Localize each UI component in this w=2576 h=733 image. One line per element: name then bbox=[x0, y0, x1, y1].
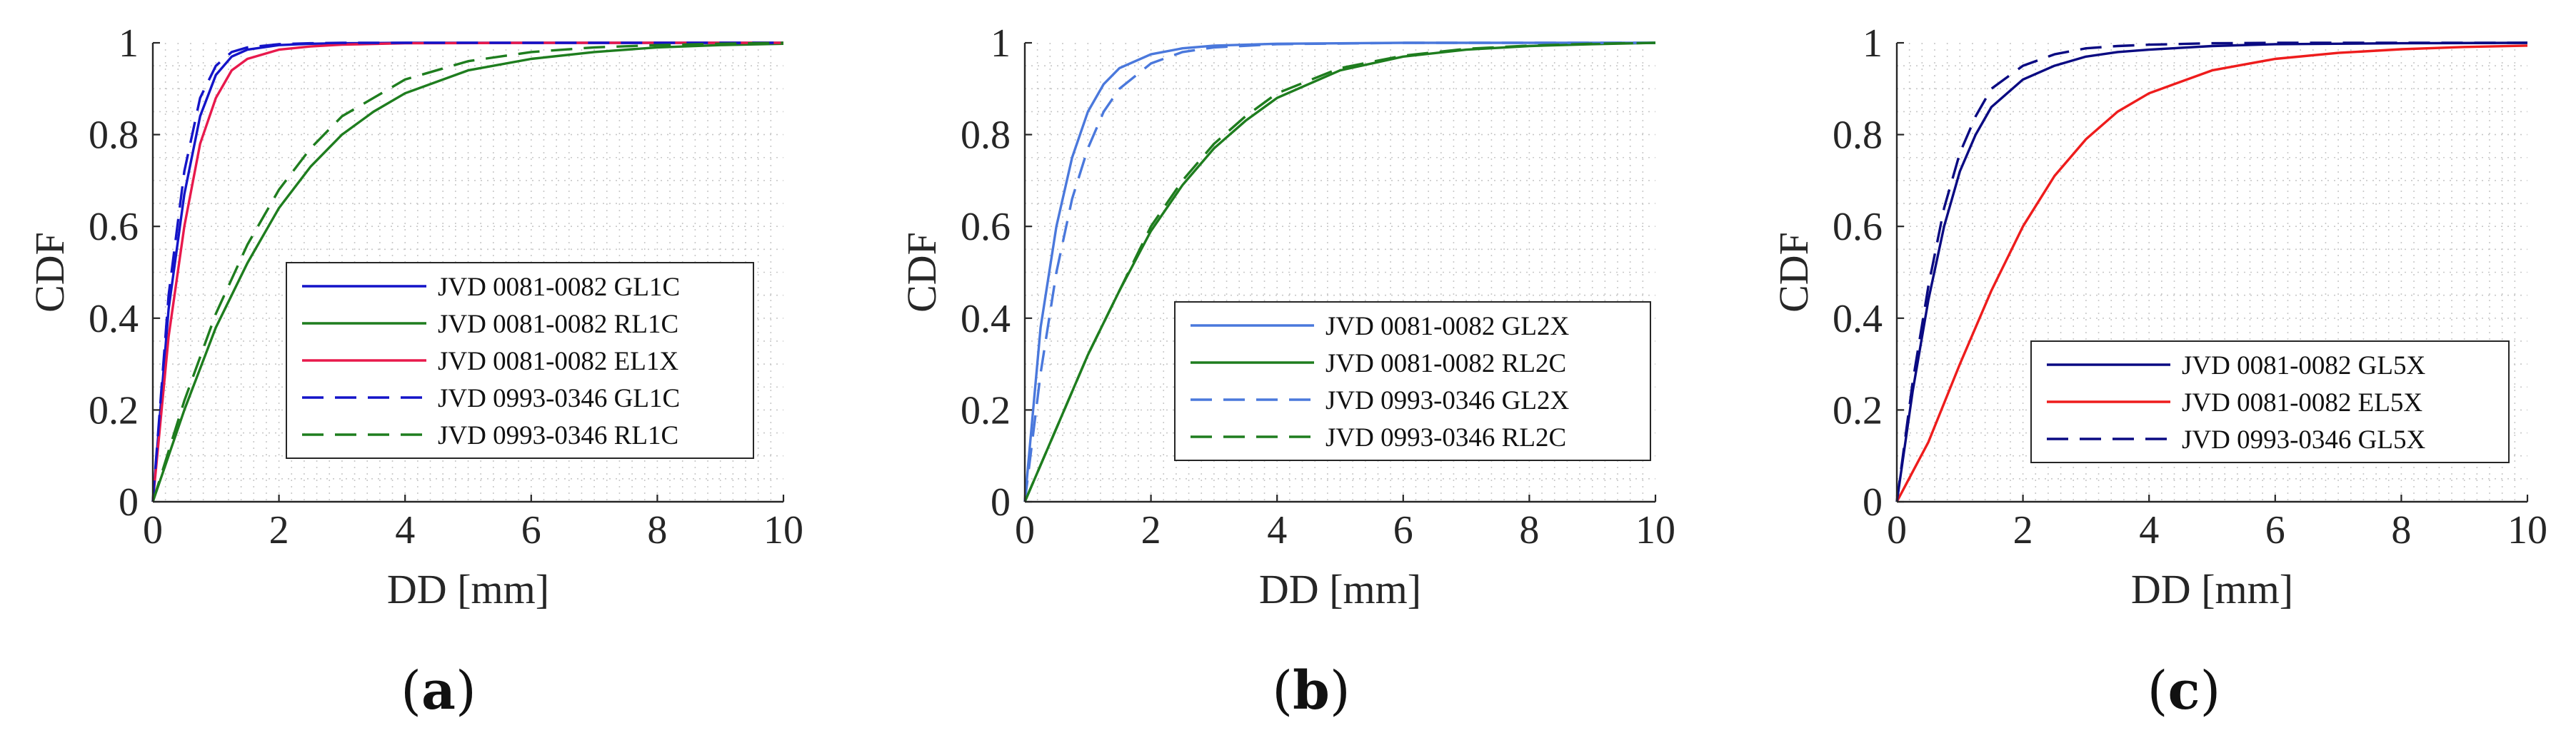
caption-close-paren: ) bbox=[1330, 660, 1350, 722]
x-axis-label: DD [mm] bbox=[2131, 566, 2293, 612]
legend: JVD 0081-0082 GL2X JVD 0081-0082 RL2C JVD … bbox=[1174, 301, 1651, 461]
series-line-5 bbox=[151, 41, 784, 502]
y-tick-label: 0.6 bbox=[961, 205, 1011, 249]
legend-entry: JVD 0081-0082 GL5X bbox=[2182, 351, 2425, 380]
y-tick-label: 1 bbox=[1863, 21, 1883, 66]
x-tick-label: 8 bbox=[2391, 508, 2411, 552]
y-tick-label: 0.4 bbox=[1833, 297, 1883, 341]
y-tick-label: 0.2 bbox=[89, 388, 139, 433]
x-tick-label: 10 bbox=[2507, 508, 2547, 552]
legend-entry: JVD 0993-0346 RL1C bbox=[438, 421, 678, 450]
series-line-1 bbox=[1895, 41, 2528, 502]
series-line-2 bbox=[1895, 44, 2528, 502]
x-tick-label: 4 bbox=[1267, 508, 1287, 552]
x-tick-label: 4 bbox=[2139, 508, 2159, 552]
y-tick-label: 0.2 bbox=[961, 388, 1011, 433]
panel-caption: (b) bbox=[1272, 660, 1350, 722]
x-axis-label: DD [mm] bbox=[1259, 566, 1421, 612]
y-tick-label: 1 bbox=[991, 21, 1011, 66]
caption-letter: b bbox=[1293, 660, 1330, 722]
x-tick-label: 2 bbox=[1141, 508, 1161, 552]
y-tick-label: 0.8 bbox=[961, 113, 1011, 158]
panel-caption: (c) bbox=[2147, 660, 2221, 722]
y-tick-label: 0 bbox=[119, 480, 139, 525]
x-tick-label: 2 bbox=[2013, 508, 2033, 552]
legend-entry: JVD 0993-0346 RL2C bbox=[1325, 423, 1566, 453]
series-line-3 bbox=[1023, 41, 1655, 502]
y-axis-label: CDF bbox=[26, 232, 73, 313]
legend-box bbox=[1174, 301, 1651, 461]
x-tick-label: 10 bbox=[763, 508, 803, 552]
legend: JVD 0081-0082 GL5X JVD 0081-0082 EL5X JVD … bbox=[2030, 340, 2510, 463]
x-tick-label: 8 bbox=[647, 508, 667, 552]
y-tick-label: 0.4 bbox=[961, 297, 1011, 341]
legend-entry: JVD 0081-0082 EL1X bbox=[438, 347, 678, 376]
y-tick-label: 0.6 bbox=[1833, 205, 1883, 249]
legend-entry: JVD 0081-0082 GL1C bbox=[438, 273, 680, 302]
y-tick-label: 0.2 bbox=[1833, 388, 1883, 433]
chart-panel-c: 0 2 4 6 8 10 0 0.2 0.4 0.6 0.8 1 DD [mm] CDF JVD 0081-… bbox=[1770, 21, 2547, 722]
caption-close-paren: ) bbox=[2200, 660, 2221, 722]
chart-panel-b: 0 2 4 6 8 10 0 0.2 0.4 0.6 0.8 1 DD [mm] CDF JVD 0081-… bbox=[898, 21, 1675, 722]
legend-entry: JVD 0993-0346 GL1C bbox=[438, 384, 680, 413]
legend-entry: JVD 0081-0082 EL5X bbox=[2182, 388, 2422, 418]
caption-letter: c bbox=[2167, 660, 2200, 722]
series-line-4 bbox=[151, 41, 783, 502]
y-tick-label: 0.8 bbox=[89, 113, 139, 158]
y-tick-label: 0 bbox=[991, 480, 1011, 525]
legend-entry: JVD 0081-0082 RL1C bbox=[438, 310, 678, 339]
y-tick-label: 0.4 bbox=[89, 297, 139, 341]
x-tick-label: 2 bbox=[269, 508, 289, 552]
x-tick-label: 6 bbox=[1393, 508, 1413, 552]
series-line-4 bbox=[1023, 41, 1656, 502]
y-tick-label: 1 bbox=[119, 21, 139, 66]
y-tick-label: 0.8 bbox=[1833, 113, 1883, 158]
legend-entry: JVD 0081-0082 RL2C bbox=[1325, 349, 1566, 378]
legend-entry: JVD 0993-0346 GL2X bbox=[1325, 386, 1569, 415]
x-tick-label: 0 bbox=[1887, 508, 1907, 552]
legend-entry: JVD 0081-0082 GL2X bbox=[1325, 312, 1569, 341]
caption-open-paren: ( bbox=[1272, 660, 1293, 722]
y-axis-label: CDF bbox=[898, 232, 945, 313]
legend-entry: JVD 0993-0346 GL5X bbox=[2182, 425, 2425, 455]
x-tick-label: 0 bbox=[1015, 508, 1035, 552]
y-axis-label: CDF bbox=[1770, 232, 1817, 313]
caption-letter: a bbox=[421, 660, 456, 722]
chart-panel-a: 0 2 4 6 8 10 0 0.2 0.4 0.6 0.8 1 DD [mm] CDF JVD 0081-… bbox=[26, 21, 803, 722]
x-tick-label: 4 bbox=[395, 508, 415, 552]
series-line-2 bbox=[151, 42, 784, 502]
caption-open-paren: ( bbox=[2147, 660, 2168, 722]
legend: JVD 0081-0082 GL1C JVD 0081-0082 RL1C JVD … bbox=[286, 262, 754, 459]
x-tick-label: 6 bbox=[521, 508, 541, 552]
x-tick-label: 0 bbox=[143, 508, 163, 552]
x-tick-label: 10 bbox=[1635, 508, 1675, 552]
y-tick-label: 0.6 bbox=[89, 205, 139, 249]
y-tick-label: 0 bbox=[1863, 480, 1883, 525]
x-tick-label: 6 bbox=[2265, 508, 2285, 552]
x-axis-label: DD [mm] bbox=[387, 566, 549, 612]
x-tick-label: 8 bbox=[1519, 508, 1539, 552]
caption-close-paren: ) bbox=[456, 660, 476, 722]
caption-open-paren: ( bbox=[401, 660, 421, 722]
panel-caption: (a) bbox=[401, 660, 476, 722]
